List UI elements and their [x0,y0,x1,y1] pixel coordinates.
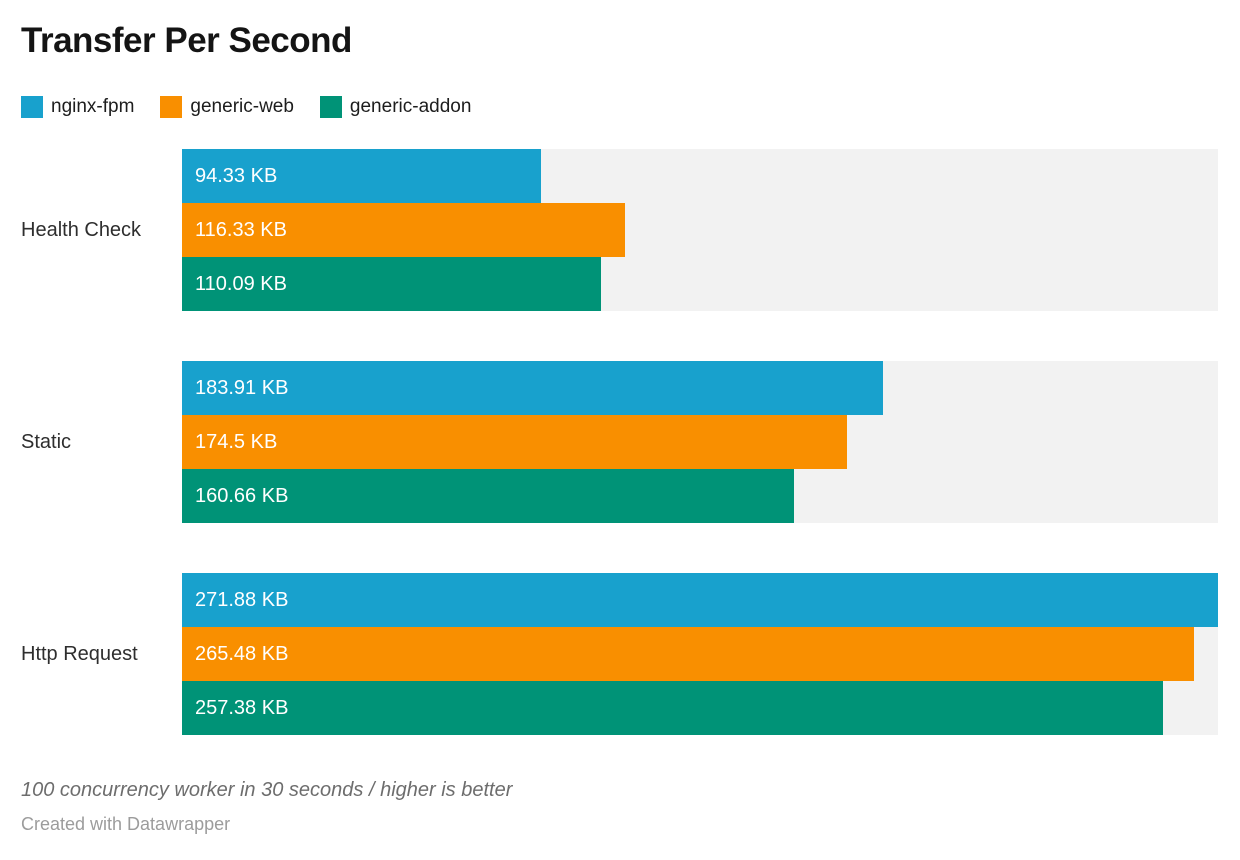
legend-item-generic-addon: generic-addon [319,96,472,118]
bar-track: 183.91 KB [182,361,1218,415]
bar-nginx-fpm: 183.91 KB [182,361,883,415]
bar-rows: 271.88 KB 265.48 KB 257.38 KB [182,573,1218,735]
bar-value-label: 116.33 KB [195,218,287,241]
bar-nginx-fpm: 271.88 KB [182,573,1218,627]
category-label: Http Request [21,642,138,665]
bar-generic-addon: 110.09 KB [182,257,602,311]
bar-track: 257.38 KB [182,681,1218,735]
datawrapper-attribution[interactable]: Created with Datawrapper [21,814,231,834]
bar-rows: 94.33 KB 116.33 KB 110.09 KB [182,149,1218,311]
footnote: 100 concurrency worker in 30 seconds / h… [21,779,513,801]
bar-nginx-fpm: 94.33 KB [182,149,542,203]
category-label: Static [21,430,72,453]
legend-label-generic-web: generic-web [190,96,294,117]
bar-track: 110.09 KB [182,257,1218,311]
bar-group-health-check: Health Check 94.33 KB 116.33 KB 110.09 KB [21,149,1218,311]
bar-generic-addon: 160.66 KB [182,469,795,523]
bar-generic-addon: 257.38 KB [182,681,1163,735]
bar-value-label: 160.66 KB [195,484,289,507]
bar-generic-web: 174.5 KB [182,415,847,469]
bar-track: 174.5 KB [182,415,1218,469]
bar-group-static: Static 183.91 KB 174.5 KB 160.66 KB [21,361,1218,523]
chart-title: Transfer Per Second [21,21,352,60]
bar-value-label: 110.09 KB [195,272,287,295]
legend-swatch-nginx-fpm [21,96,43,118]
category-label: Health Check [21,218,142,241]
legend-swatch-generic-web [160,96,183,118]
legend-item-nginx-fpm: nginx-fpm [21,96,134,118]
bar-generic-web: 116.33 KB [182,203,626,257]
bar-track: 116.33 KB [182,203,1218,257]
bar-track: 160.66 KB [182,469,1218,523]
bar-value-label: 174.5 KB [195,430,278,453]
bar-track: 94.33 KB [182,149,1218,203]
legend-item-generic-web: generic-web [160,96,294,118]
bar-chart: Health Check 94.33 KB 116.33 KB 110.09 KB St… [21,149,1218,735]
bar-value-label: 257.38 KB [195,696,289,719]
legend-label-nginx-fpm: nginx-fpm [51,96,135,117]
bar-value-label: 183.91 KB [195,376,289,399]
bar-track: 271.88 KB [182,573,1218,627]
bar-value-label: 265.48 KB [195,642,289,665]
legend-swatch-generic-addon [319,96,342,118]
bar-value-label: 94.33 KB [195,164,278,187]
bar-rows: 183.91 KB 174.5 KB 160.66 KB [182,361,1218,523]
legend-label-generic-addon: generic-addon [349,96,472,117]
bar-track: 265.48 KB [182,627,1218,681]
legend: nginx-fpm generic-web generic-addon [21,96,1218,118]
bar-group-http-request: Http Request 271.88 KB 265.48 KB 257.38 KB [21,573,1218,735]
bar-value-label: 271.88 KB [195,588,289,611]
bar-generic-web: 265.48 KB [182,627,1194,681]
